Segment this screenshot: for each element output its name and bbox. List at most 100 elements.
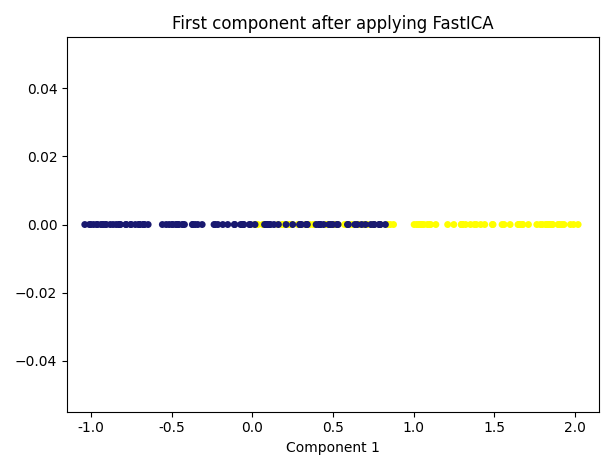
Point — [295, 221, 305, 228]
Point — [246, 221, 255, 228]
Point — [341, 221, 351, 228]
Point — [213, 221, 223, 228]
Point — [457, 221, 467, 228]
Point — [303, 221, 313, 228]
Point — [285, 221, 295, 228]
Point — [134, 221, 144, 228]
Point — [115, 221, 125, 228]
Point — [360, 221, 370, 228]
Point — [164, 221, 174, 228]
Point — [347, 221, 357, 228]
Point — [416, 221, 426, 228]
Point — [389, 221, 398, 228]
Point — [375, 221, 385, 228]
Point — [105, 221, 115, 228]
Point — [126, 221, 136, 228]
Point — [188, 221, 198, 228]
Point — [449, 221, 459, 228]
Point — [258, 221, 268, 228]
Point — [139, 221, 149, 228]
Point — [239, 221, 249, 228]
Point — [260, 221, 270, 228]
Point — [326, 221, 336, 228]
Point — [343, 221, 352, 228]
Point — [211, 221, 220, 228]
Point — [309, 221, 319, 228]
Point — [488, 221, 497, 228]
Point — [343, 221, 353, 228]
Point — [126, 221, 136, 228]
Point — [414, 221, 424, 228]
Point — [470, 221, 480, 228]
Point — [328, 221, 338, 228]
Point — [331, 221, 341, 228]
Point — [554, 221, 564, 228]
Point — [544, 221, 554, 228]
Point — [542, 221, 552, 228]
X-axis label: Component 1: Component 1 — [286, 441, 380, 455]
Point — [565, 221, 575, 228]
Point — [265, 221, 274, 228]
Point — [321, 221, 331, 228]
Point — [293, 221, 303, 228]
Point — [250, 221, 260, 228]
Point — [326, 221, 336, 228]
Point — [179, 221, 189, 228]
Point — [209, 221, 219, 228]
Point — [92, 221, 102, 228]
Point — [476, 221, 486, 228]
Point — [553, 221, 563, 228]
Point — [333, 221, 343, 228]
Point — [161, 221, 171, 228]
Point — [327, 221, 337, 228]
Point — [260, 221, 270, 228]
Point — [171, 221, 181, 228]
Point — [311, 221, 321, 228]
Point — [157, 221, 167, 228]
Point — [545, 221, 555, 228]
Point — [557, 221, 567, 228]
Point — [352, 221, 362, 228]
Point — [143, 221, 153, 228]
Point — [269, 221, 279, 228]
Point — [114, 221, 123, 228]
Point — [333, 221, 343, 228]
Point — [323, 221, 333, 228]
Point — [315, 221, 325, 228]
Point — [98, 221, 107, 228]
Point — [250, 221, 260, 228]
Point — [273, 221, 282, 228]
Point — [360, 221, 370, 228]
Point — [386, 221, 395, 228]
Point — [281, 221, 291, 228]
Point — [513, 221, 523, 228]
Point — [178, 221, 188, 228]
Point — [238, 221, 247, 228]
Point — [193, 221, 203, 228]
Point — [238, 221, 248, 228]
Point — [322, 221, 332, 228]
Point — [86, 221, 96, 228]
Point — [499, 221, 509, 228]
Point — [352, 221, 362, 228]
Point — [465, 221, 475, 228]
Point — [573, 221, 583, 228]
Point — [309, 221, 319, 228]
Title: First component after applying FastICA: First component after applying FastICA — [172, 15, 494, 33]
Point — [488, 221, 498, 228]
Point — [330, 221, 340, 228]
Point — [197, 221, 207, 228]
Point — [244, 221, 254, 228]
Point — [273, 221, 283, 228]
Point — [115, 221, 125, 228]
Point — [419, 221, 429, 228]
Point — [537, 221, 547, 228]
Point — [80, 221, 90, 228]
Point — [108, 221, 118, 228]
Point — [343, 221, 353, 228]
Point — [369, 221, 379, 228]
Point — [457, 221, 467, 228]
Point — [301, 221, 311, 228]
Point — [416, 221, 426, 228]
Point — [327, 221, 336, 228]
